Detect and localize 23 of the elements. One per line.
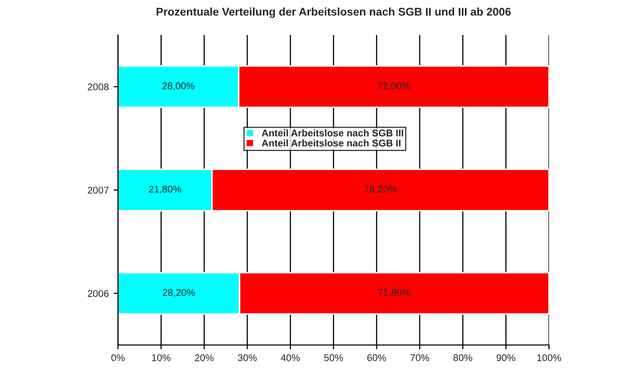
y-tick-label: 2008 [88, 83, 109, 90]
data-label: 28,20% [162, 289, 195, 298]
data-label: 78,20% [364, 186, 397, 194]
x-tick-label: 90% [496, 354, 516, 362]
x-tick-label: 20% [194, 354, 214, 362]
x-tick-label: 0% [111, 354, 125, 362]
legend-label: Anteil Arbeitslose nach SGB II [262, 139, 400, 147]
y-tick-label: 2007 [88, 186, 108, 194]
x-tick-label: 50% [324, 354, 343, 362]
x-tick-label: 30% [238, 354, 257, 362]
data-label: 71,80% [378, 289, 410, 298]
x-tick-label: 80% [453, 354, 472, 362]
data-label: 72,00% [378, 82, 410, 90]
legend-label: Anteil Arbeitslose nach SGB III [262, 129, 404, 136]
x-tick-label: 100% [537, 354, 562, 362]
data-label: 28,00% [162, 82, 194, 90]
x-tick-label: 40% [280, 354, 300, 362]
x-tick-label: 10% [152, 354, 170, 362]
y-tick-label: 2006 [88, 290, 109, 297]
data-label: 21,80% [148, 186, 182, 194]
x-tick-label: 60% [367, 354, 386, 362]
chart-title: Prozentuale Verteilung der Arbeitslosen nach SGB II und III ab 2006 [156, 8, 511, 18]
x-tick-label: 70% [410, 354, 430, 362]
